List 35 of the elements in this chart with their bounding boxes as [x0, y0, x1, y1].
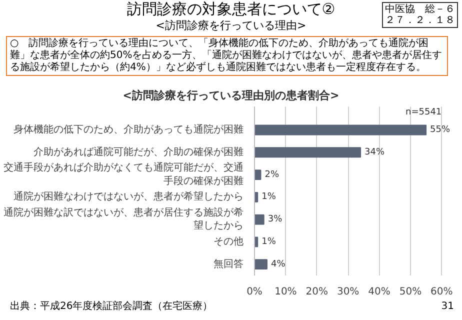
x-tick-label: 50% [399, 286, 422, 298]
y-tick-label: 通院が困難なわけではないが、患者が希望したから [14, 190, 244, 203]
data-label: 55% [430, 125, 451, 136]
y-tick-label: 交通手段があれば介助がなくても通院可能だが、交通手段の確保が困難 [4, 162, 244, 187]
y-tick-label: その他 [214, 235, 244, 248]
text: 31 [441, 301, 454, 313]
text: ○ 訪問診療を行っている理由について、「身体機能の低下のため、介助があっても通院が困難」な患者が全体の約50%を占める一方、「通院が困難なわけではないが、患者や患者が居住する施設が希望したから（約4%）」など必ずしも通院困難ではない患者も一定程度存在する。 [6, 36, 448, 76]
y-tick-label: 介助があれば通院可能だが、介助の確保が困難 [34, 146, 244, 158]
x-tick-label: 40% [368, 286, 390, 298]
bar [254, 124, 427, 136]
x-tick-label: 30% [336, 286, 360, 298]
data-label: 3% [268, 214, 283, 225]
data-label: 2% [264, 170, 280, 180]
source-note: 出典：平成26年度検証部会調査（在宅医療） [10, 301, 213, 313]
text: 中医協 総－６ [385, 4, 455, 15]
y-tick-label: 通院が困難な訳ではないが、患者が居住する施設が希望したから [4, 206, 244, 232]
annotation: n=5541 [406, 108, 442, 118]
data-label: 34% [364, 147, 386, 158]
data-label: 1% [262, 236, 276, 247]
x-tick-label: 10% [274, 286, 297, 298]
chart-subtitle: <訪問診療を行っている理由> [156, 19, 306, 32]
bar [254, 259, 268, 270]
text: ２７．２．１８ [385, 15, 455, 26]
x-tick-label: 20% [306, 286, 328, 298]
bar [254, 214, 264, 225]
data-label: 4% [270, 259, 286, 270]
text: <訪問診療を行っている理由別の患者割合> [122, 89, 340, 103]
y-tick-label: 身体機能の低下のため、介助があっても通院が困難 [14, 124, 244, 136]
bar [254, 147, 362, 158]
bar [254, 170, 262, 180]
data-label: 1% [262, 192, 276, 202]
x-tick-label: 0% [246, 286, 262, 298]
chart-title: 訪問診療の対象患者について② [126, 0, 336, 18]
x-tick-label: 60% [430, 286, 453, 298]
y-tick-label: 無回答 [214, 258, 244, 270]
